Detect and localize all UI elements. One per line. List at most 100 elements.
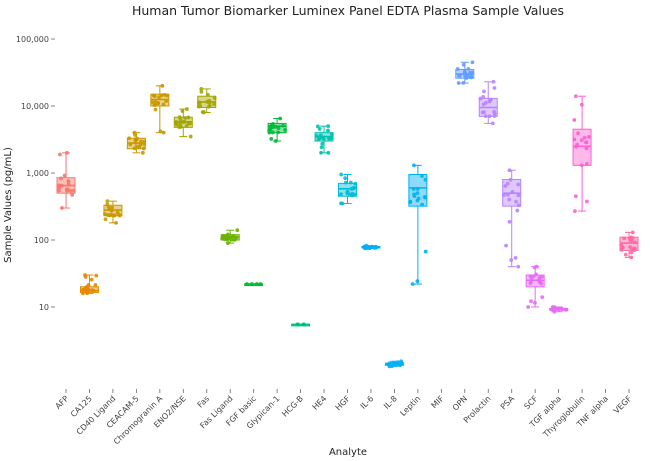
data-point <box>316 137 321 142</box>
data-point <box>326 150 331 155</box>
data-point <box>66 179 71 184</box>
data-point <box>184 124 189 128</box>
data-point <box>301 322 306 327</box>
data-point <box>468 70 472 75</box>
data-point <box>153 107 158 112</box>
y-tick-label: 10 <box>39 303 49 312</box>
data-point <box>153 103 158 107</box>
data-point <box>329 132 334 136</box>
data-point <box>628 238 633 243</box>
data-point <box>112 213 117 218</box>
data-point <box>278 116 283 121</box>
data-point <box>579 102 584 107</box>
data-point <box>105 202 110 207</box>
x-tick-label: PSA <box>499 394 517 412</box>
data-point <box>81 291 85 296</box>
data-point <box>584 140 588 145</box>
data-point <box>415 198 420 203</box>
data-point <box>276 126 281 131</box>
data-point <box>455 67 460 71</box>
data-point <box>507 219 512 224</box>
data-point <box>184 107 189 111</box>
x-tick-label: IL-8 <box>382 394 399 411</box>
data-point <box>371 245 376 250</box>
data-point <box>207 103 212 108</box>
x-tick-label: OPN <box>451 394 469 412</box>
data-point <box>469 75 474 80</box>
data-point <box>91 289 96 293</box>
data-point <box>584 146 589 151</box>
data-point <box>268 126 273 131</box>
data-point <box>391 361 396 366</box>
box-vegf <box>619 230 639 260</box>
data-point <box>109 212 114 217</box>
x-tick-label: AFP <box>54 394 71 411</box>
data-point <box>465 74 470 78</box>
data-point <box>150 100 155 104</box>
data-point <box>320 141 325 146</box>
data-point <box>478 96 483 101</box>
data-point <box>492 86 497 90</box>
data-point <box>559 307 564 311</box>
data-point <box>127 136 132 141</box>
data-point <box>362 244 367 249</box>
data-point <box>509 258 514 262</box>
box-tgf-alpha <box>549 305 569 314</box>
data-point <box>481 102 486 107</box>
data-point <box>633 240 637 245</box>
box-glypican-1 <box>267 116 288 143</box>
data-point <box>59 176 63 181</box>
data-point <box>572 118 577 122</box>
data-point <box>503 184 508 188</box>
data-point <box>482 89 486 94</box>
data-point <box>628 245 633 249</box>
data-point <box>420 174 424 178</box>
data-point <box>549 307 554 312</box>
data-point <box>326 124 331 129</box>
data-point <box>528 274 533 279</box>
data-point <box>225 241 230 245</box>
data-point <box>245 282 249 286</box>
box-chromogranin-a <box>150 83 170 135</box>
data-point <box>505 181 510 186</box>
data-point <box>348 180 353 185</box>
y-tick-label: 100 <box>34 236 49 245</box>
y-axis-title: Sample Values (pg/mL) <box>3 147 14 263</box>
data-point <box>258 282 263 286</box>
data-point <box>276 130 281 135</box>
data-point <box>269 137 274 141</box>
data-point <box>515 208 520 213</box>
x-tick-label: HE4 <box>311 394 329 412</box>
data-point <box>66 182 71 187</box>
data-point <box>57 185 62 190</box>
data-point <box>488 97 493 102</box>
data-point <box>81 287 86 292</box>
data-point <box>178 117 183 122</box>
data-point <box>456 81 461 85</box>
data-point <box>179 124 183 129</box>
plot-area <box>56 60 639 369</box>
data-point <box>629 255 634 260</box>
data-point <box>140 150 145 155</box>
box-psa <box>501 168 522 269</box>
data-point <box>161 102 166 107</box>
data-point <box>273 139 278 143</box>
box-he4 <box>314 124 334 155</box>
data-point <box>135 136 140 141</box>
x-tick-label: Fas <box>196 394 212 410</box>
data-point <box>516 264 521 269</box>
data-point <box>584 161 589 166</box>
data-point <box>505 192 510 197</box>
data-point <box>483 114 488 119</box>
data-point <box>350 193 354 198</box>
data-point <box>326 128 330 133</box>
data-point <box>162 92 167 97</box>
data-point <box>415 191 420 196</box>
data-point <box>139 139 143 144</box>
data-point <box>71 188 76 193</box>
data-point <box>271 121 275 126</box>
box-ca125 <box>79 273 99 296</box>
data-point <box>529 299 533 304</box>
